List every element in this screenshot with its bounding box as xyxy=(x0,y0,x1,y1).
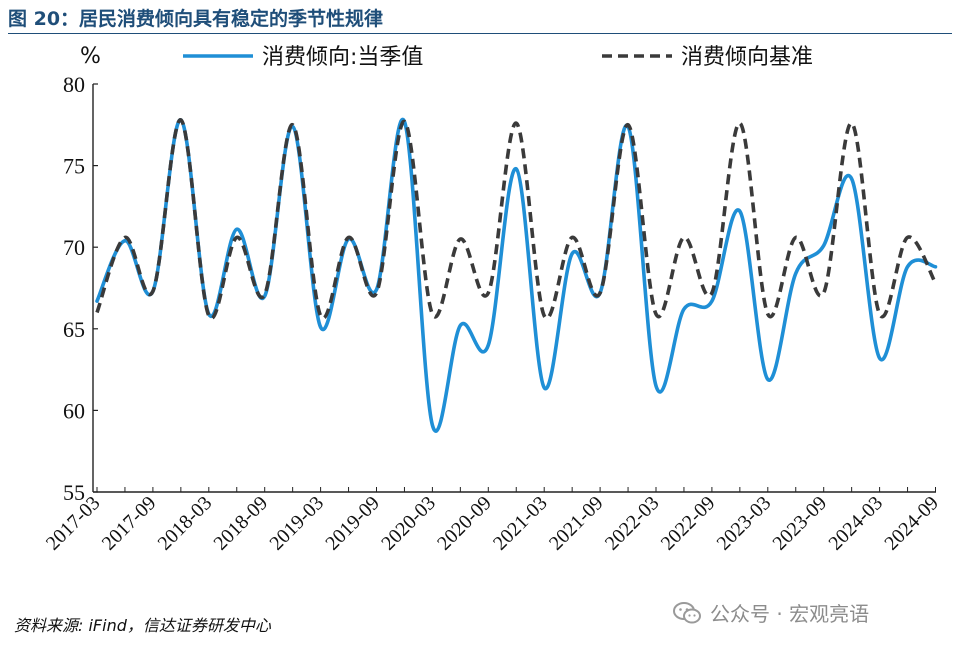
y-axis-label: % xyxy=(80,44,101,69)
y-tick-label: 80 xyxy=(63,72,85,97)
y-tick-label: 55 xyxy=(63,480,85,505)
series-line-actual xyxy=(95,117,938,433)
y-tick-label: 70 xyxy=(63,235,85,260)
y-tick-label: 75 xyxy=(63,154,85,179)
wechat-icon xyxy=(673,601,701,623)
title-divider xyxy=(8,33,952,34)
legend-label-actual: 消费倾向:当季值 xyxy=(262,45,423,70)
watermark-text: 公众号 · 宏观亮语 xyxy=(710,602,870,626)
figure-title: 图 20：居民消费倾向具有稳定的季节性规律 xyxy=(8,8,384,30)
x-tick-label: 2018-03 xyxy=(154,492,217,555)
x-tick-label: 2021-03 xyxy=(489,492,552,555)
x-tick-label: 2024-09 xyxy=(880,492,943,555)
y-tick-label: 60 xyxy=(63,398,85,423)
series-line-baseline xyxy=(95,118,938,321)
y-tick-label: 65 xyxy=(63,317,85,342)
x-tick-label: 2019-09 xyxy=(321,492,384,555)
x-tick-label: 2023-03 xyxy=(713,492,776,555)
x-tick-label: 2022-09 xyxy=(657,492,720,555)
x-tick-label: 2022-03 xyxy=(601,492,664,555)
legend-label-baseline: 消费倾向基准 xyxy=(681,45,813,70)
x-tick-label: 2017-09 xyxy=(98,492,161,555)
x-tick-label: 2021-09 xyxy=(545,492,608,555)
x-tick-label: 2020-09 xyxy=(433,492,496,555)
watermark: 公众号 · 宏观亮语 xyxy=(672,598,869,627)
x-tick-label: 2023-09 xyxy=(769,492,832,555)
source-note: 资料来源: iFind，信达证券研发中心 xyxy=(14,616,271,635)
x-tick-label: 2019-03 xyxy=(265,492,328,555)
x-tick-label: 2020-03 xyxy=(377,492,440,555)
x-tick-label: 2018-09 xyxy=(210,492,273,555)
x-tick-label: 2024-03 xyxy=(824,492,887,555)
